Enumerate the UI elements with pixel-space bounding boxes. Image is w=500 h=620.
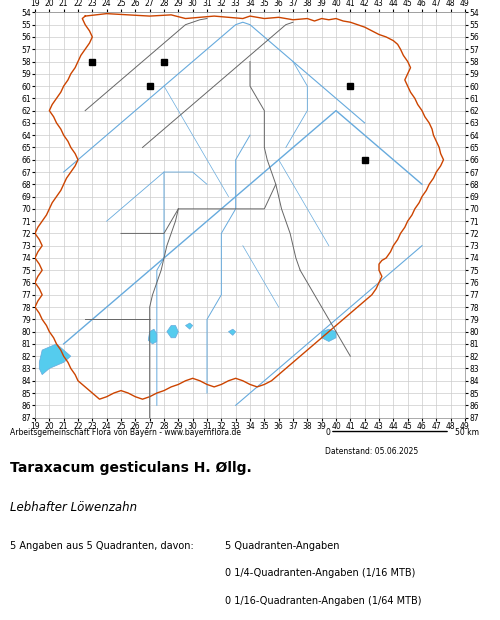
Text: 5 Quadranten-Angaben: 5 Quadranten-Angaben	[225, 541, 340, 551]
Text: Taraxacum gesticulans H. Øllg.: Taraxacum gesticulans H. Øllg.	[10, 461, 252, 476]
Polygon shape	[40, 344, 71, 374]
Text: 0: 0	[325, 428, 330, 436]
Text: Datenstand: 05.06.2025: Datenstand: 05.06.2025	[325, 448, 418, 456]
Text: 50 km: 50 km	[455, 428, 479, 436]
Polygon shape	[228, 329, 235, 335]
Text: 0 1/4-Quadranten-Angaben (1/16 MTB): 0 1/4-Quadranten-Angaben (1/16 MTB)	[225, 569, 416, 578]
Text: 0 1/16-Quadranten-Angaben (1/64 MTB): 0 1/16-Quadranten-Angaben (1/64 MTB)	[225, 596, 422, 606]
Polygon shape	[148, 329, 157, 344]
Polygon shape	[186, 323, 192, 329]
Polygon shape	[322, 329, 336, 342]
Text: Arbeitsgemeinschaft Flora von Bayern - www.bayernflora.de: Arbeitsgemeinschaft Flora von Bayern - w…	[10, 428, 241, 436]
Text: Lebhafter Löwenzahn: Lebhafter Löwenzahn	[10, 501, 137, 514]
Polygon shape	[167, 326, 178, 338]
Text: 5 Angaben aus 5 Quadranten, davon:: 5 Angaben aus 5 Quadranten, davon:	[10, 541, 194, 551]
